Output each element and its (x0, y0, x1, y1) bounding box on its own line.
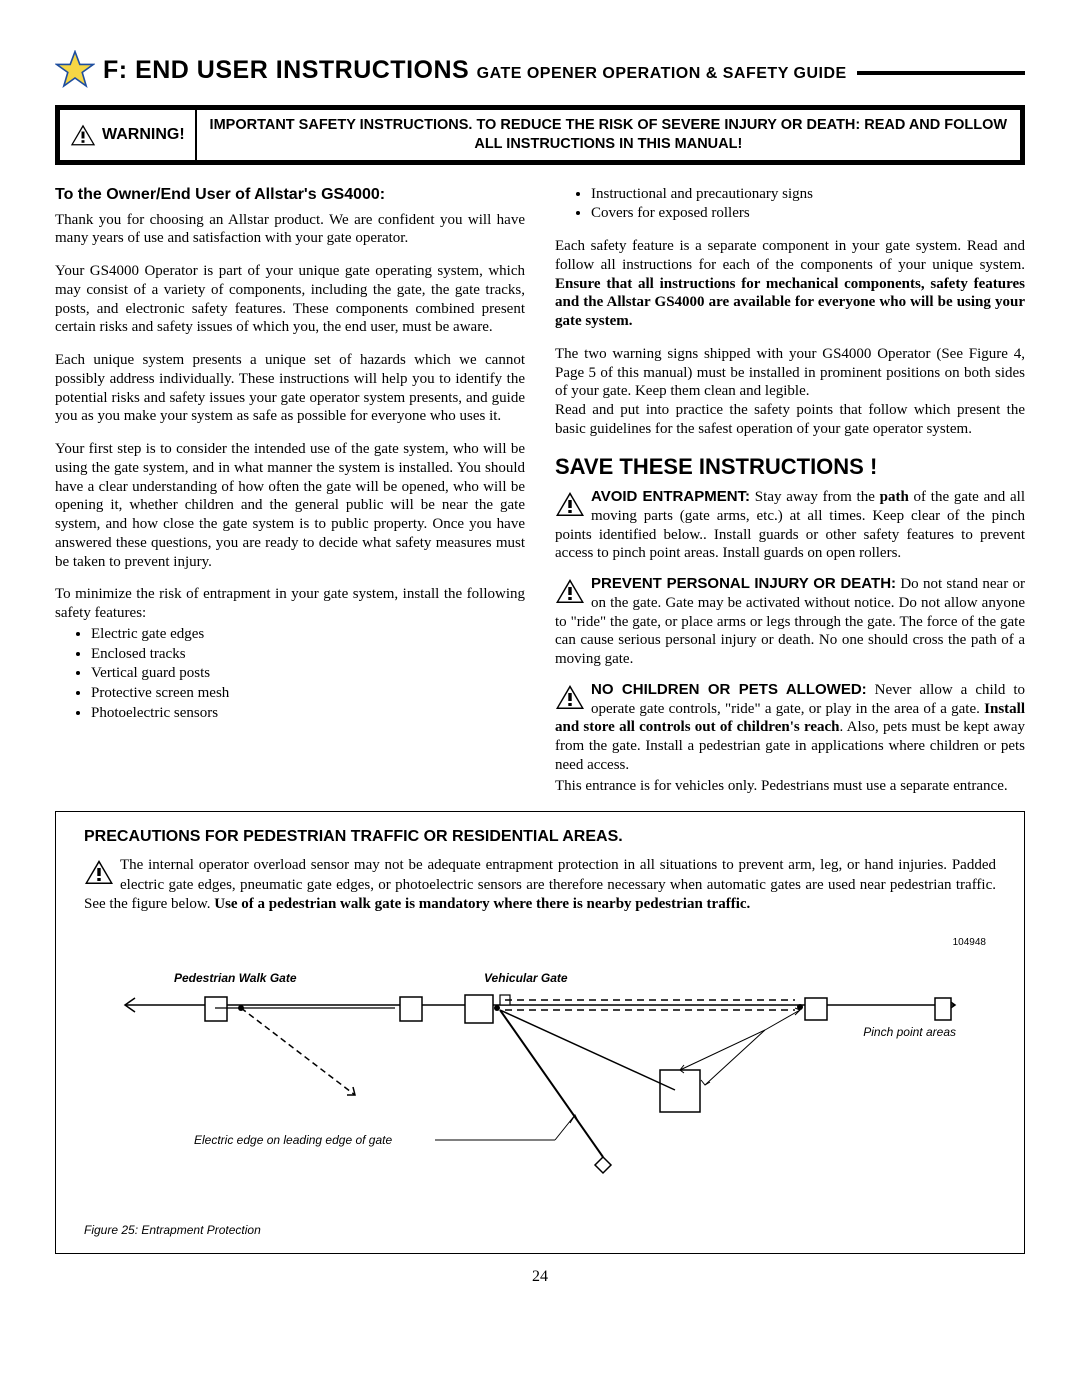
precautions-title: PRECAUTIONS FOR PEDESTRIAN TRAFFIC OR RE… (84, 828, 996, 846)
entrap-bold: AVOID ENTRAPMENT: (591, 488, 750, 505)
children-bold: NO CHILDREN OR PETS ALLOWED: (591, 681, 867, 698)
para-firststep: Your first step is to consider the inten… (55, 440, 525, 571)
para-hazards: Each unique system presents a unique set… (55, 351, 525, 426)
safety-features-list-cont: Instructional and precautionary signs Co… (555, 185, 1025, 224)
title-rule (857, 71, 1025, 75)
star-icon (55, 50, 95, 90)
right-column: Instructional and precautionary signs Co… (555, 181, 1025, 796)
owner-heading: To the Owner/End User of Allstar's GS400… (55, 185, 525, 205)
injury-bold: PREVENT PERSONAL INJURY OR DEATH: (591, 575, 896, 592)
list-item: Covers for exposed rollers (591, 204, 1025, 223)
figure-caption: Figure 25: Entrapment Protection (84, 1223, 996, 1237)
diagram-area: 104948 Pedestrian Walk Gate Vehicular Ga… (84, 935, 996, 1215)
warning-icon (84, 858, 114, 886)
list-item: Vertical guard posts (91, 664, 525, 683)
avoid-entrapment-block: AVOID ENTRAPMENT: Stay away from the pat… (555, 488, 1025, 563)
warning-box: WARNING! IMPORTANT SAFETY INSTRUCTIONS. … (55, 105, 1025, 165)
para-signs: The two warning signs shipped with your … (555, 345, 1025, 401)
page: F: END USER INSTRUCTIONS GATE OPENER OPE… (0, 0, 1080, 1316)
list-item: Instructional and precautionary signs (591, 185, 1025, 204)
title-row: F: END USER INSTRUCTIONS GATE OPENER OPE… (55, 50, 1025, 90)
warning-icon (555, 490, 585, 518)
pedestrian-note: This entrance is for vehicles only. Pede… (555, 777, 1025, 796)
list-item: Photoelectric sensors (91, 704, 525, 723)
save-instructions-heading: SAVE THESE INSTRUCTIONS ! (555, 453, 1025, 481)
page-number: 24 (55, 1268, 1025, 1286)
warning-text: IMPORTANT SAFETY INSTRUCTIONS. TO REDUCE… (197, 110, 1020, 160)
section-title: F: END USER INSTRUCTIONS GATE OPENER OPE… (103, 56, 847, 85)
para-system: Your GS4000 Operator is part of your uni… (55, 262, 525, 337)
para-thanks: Thank you for choosing an Allstar produc… (55, 211, 525, 249)
warning-icon (70, 123, 96, 147)
section-letter: F: (103, 56, 128, 84)
warning-icon (555, 577, 585, 605)
para-each-feature: Each safety feature is a separate compon… (555, 237, 1025, 331)
list-item: Enclosed tracks (91, 645, 525, 664)
para-practice: Read and put into practice the safety po… (555, 401, 1025, 439)
title-main: END USER INSTRUCTIONS (135, 56, 469, 84)
warning-left: WARNING! (60, 110, 197, 160)
two-column-body: To the Owner/End User of Allstar's GS400… (55, 181, 1025, 796)
warning-icon (555, 683, 585, 711)
prevent-injury-block: PREVENT PERSONAL INJURY OR DEATH: Do not… (555, 575, 1025, 669)
precautions-box: PRECAUTIONS FOR PEDESTRIAN TRAFFIC OR RE… (55, 811, 1025, 1254)
para-minimize: To minimize the risk of entrapment in yo… (55, 585, 525, 623)
left-column: To the Owner/End User of Allstar's GS400… (55, 181, 525, 796)
list-item: Electric gate edges (91, 625, 525, 644)
list-item: Protective screen mesh (91, 684, 525, 703)
safety-features-list: Electric gate edges Enclosed tracks Vert… (55, 625, 525, 723)
title-sub: GATE OPENER OPERATION & SAFETY GUIDE (477, 65, 847, 82)
gate-diagram (84, 935, 996, 1195)
no-children-block: NO CHILDREN OR PETS ALLOWED: Never allow… (555, 681, 1025, 775)
precautions-text: The internal operator overload sensor ma… (84, 856, 996, 915)
warning-label: WARNING! (102, 126, 185, 144)
